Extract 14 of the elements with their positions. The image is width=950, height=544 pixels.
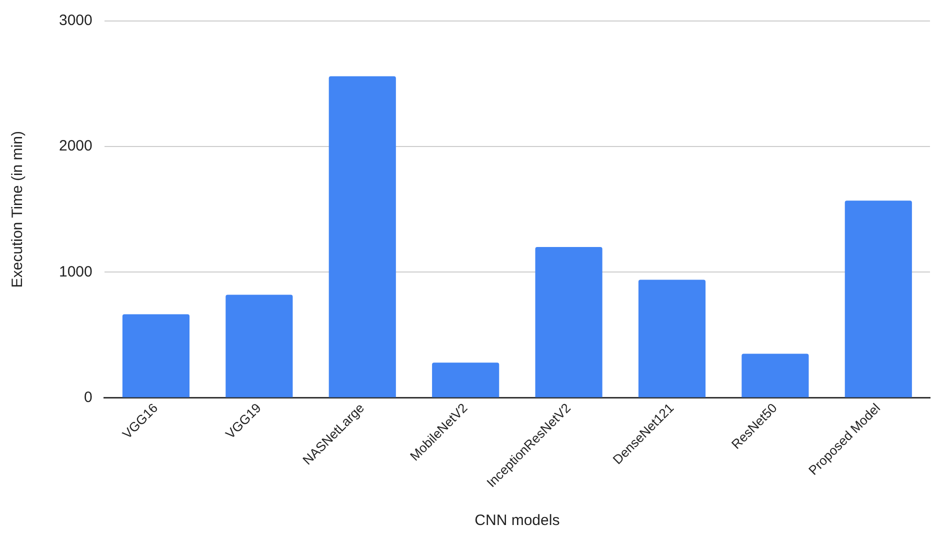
bar: [638, 280, 706, 398]
y-tick-label: 1000: [58, 263, 92, 280]
y-tick-label: 3000: [58, 12, 92, 30]
bar: [742, 354, 809, 398]
bar: [432, 362, 500, 398]
bar: [122, 314, 190, 398]
bar: [328, 76, 396, 398]
y-axis-title: Execution Time (in min): [9, 131, 26, 288]
bar: [844, 200, 912, 398]
bar: [226, 294, 293, 398]
y-tick-label: 2000: [58, 138, 92, 155]
y-tick-label: 0: [84, 388, 92, 406]
x-axis-title: CNN models: [474, 512, 560, 530]
bar: [535, 247, 602, 398]
